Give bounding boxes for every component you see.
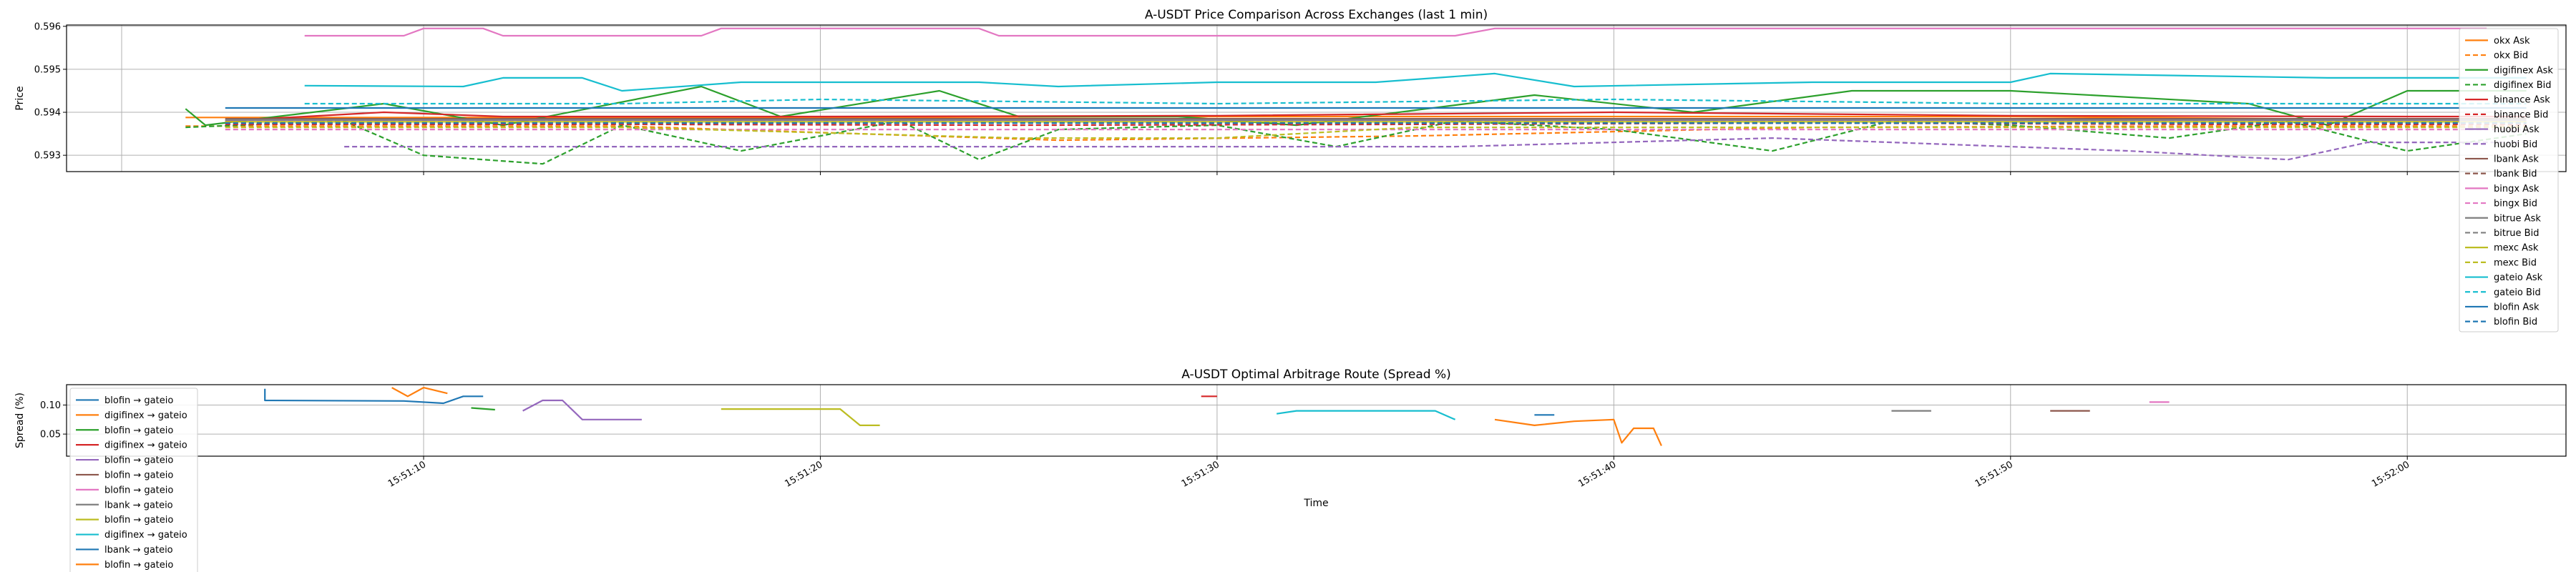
legend-label: digifinex Bid: [2494, 80, 2552, 91]
y-tick-label: 0.596: [34, 21, 61, 32]
legend-label: blofin → gateio: [104, 455, 173, 466]
legend-label: blofin → gateio: [104, 560, 173, 571]
series-line-mexc-bid-15: [225, 127, 2527, 139]
y-tick-label: 0.10: [40, 400, 61, 411]
series-line-huobi-bid-7: [344, 137, 2527, 161]
y-tick-label: 0.05: [40, 430, 61, 440]
legend-label: blofin → gateio: [104, 470, 173, 480]
legend-label: binance Ask: [2494, 95, 2550, 106]
price-chart-legend: okx Ask okx Bid digifinex Ask digifinex Bid…: [2459, 28, 2559, 332]
series-line-binance-bid-5: [225, 122, 2527, 127]
legend-label: huobi Bid: [2494, 139, 2537, 150]
price-chart-ticks: 0.593 0.594 0.595 0.596: [34, 21, 2408, 175]
legend-label: bingx Ask: [2494, 184, 2540, 194]
legend-box: [2459, 28, 2559, 332]
spread-chart-grid: [67, 385, 2566, 456]
series-line-blofin-to-gateio-0: [264, 388, 484, 405]
price-chart: A-USDT Price Comparison Across Exchanges…: [14, 8, 2567, 332]
legend-label: okx Ask: [2494, 36, 2530, 46]
spread-chart-legend: blofin → gateio digifinex → gateio blofin …: [69, 388, 198, 572]
legend-label: blofin Bid: [2494, 317, 2537, 327]
price-chart-grid: [67, 25, 2566, 172]
legend-label: digifinex → gateio: [104, 410, 187, 421]
price-chart-title: A-USDT Price Comparison Across Exchanges…: [1145, 8, 1488, 22]
legend-label: mexc Bid: [2494, 257, 2537, 268]
legend-label: blofin → gateio: [104, 425, 173, 436]
legend-label: lbank → gateio: [104, 545, 173, 556]
series-line-binance-ask-4: [225, 111, 2527, 122]
series-line-digifinex-bid-3: [185, 120, 2527, 165]
legend-label: gateio Ask: [2494, 272, 2543, 283]
legend-label: blofin → gateio: [104, 485, 173, 495]
legend-label: blofin Ask: [2494, 302, 2540, 312]
series-line-blofin-to-gateio-11: [1494, 418, 1662, 446]
spread-chart-frame: [66, 384, 2567, 457]
legend-label: okx Bid: [2494, 51, 2528, 61]
legend-label: gateio Bid: [2494, 287, 2541, 298]
legend-label: bitrue Bid: [2494, 228, 2539, 239]
legend-box: [69, 388, 198, 572]
legend-label: bitrue Ask: [2494, 213, 2541, 224]
legend-label: lbank Bid: [2494, 169, 2537, 179]
y-tick-label: 0.594: [34, 108, 61, 119]
series-line-gateio-bid-17: [304, 98, 2527, 105]
spread-chart-title: A-USDT Optimal Arbitrage Route (Spread %…: [1181, 368, 1450, 382]
legend-label: lbank Ask: [2494, 154, 2539, 164]
price-chart-y-label: Price: [14, 86, 26, 110]
spread-chart-y-label: Spread (%): [14, 393, 26, 448]
legend-label: lbank → gateio: [104, 500, 173, 511]
legend-label: digifinex Ask: [2494, 65, 2553, 76]
legend-label: blofin → gateio: [104, 515, 173, 526]
series-line-blofin-to-gateio-8: [721, 408, 880, 427]
legend-label: mexc Ask: [2494, 243, 2539, 254]
legend-label: blofin → gateio: [104, 395, 173, 406]
spread-chart-series: [264, 386, 2170, 446]
spread-chart-x-label: Time: [1303, 498, 1328, 509]
series-line-bingx-ask-10: [304, 27, 2487, 37]
series-line-gateio-ask-16: [304, 72, 2527, 92]
price-chart-frame: [66, 24, 2567, 172]
series-line-blofin-to-gateio-2: [471, 407, 495, 411]
legend-label: digifinex → gateio: [104, 440, 187, 451]
series-line-digifinex-to-gateio-1: [391, 386, 448, 398]
y-tick-label: 0.595: [34, 64, 61, 75]
legend-label: digifinex → gateio: [104, 530, 187, 541]
price-chart-series: [185, 27, 2527, 165]
legend-label: huobi Ask: [2494, 124, 2540, 135]
series-line-blofin-to-gateio-4: [522, 399, 642, 420]
series-line-digifinex-to-gateio-9: [1276, 410, 1456, 420]
y-tick-label: 0.593: [34, 151, 61, 162]
legend-label: bingx Bid: [2494, 199, 2537, 209]
legend-label: binance Bid: [2494, 109, 2548, 120]
